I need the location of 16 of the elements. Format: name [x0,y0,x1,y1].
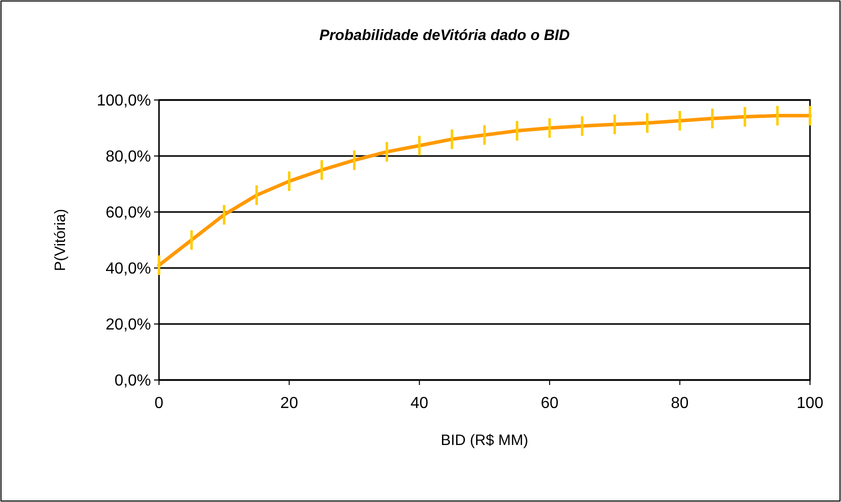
y-tick-label: 100,0% [96,92,151,110]
y-tick-label: 60,0% [106,204,151,222]
x-tick-label: 100 [796,395,824,412]
y-tick-label: 80,0% [106,148,151,166]
x-tick-label: 20 [280,395,298,412]
x-tick-label: 0 [154,395,164,412]
y-tick-label: 0,0% [114,372,151,390]
x-tick-label: 40 [410,395,428,412]
y-tick-label: 40,0% [106,260,151,278]
line-series [157,114,812,267]
y-tick-label: 20,0% [106,316,151,334]
x-tick-label: 60 [540,395,559,412]
chart-title: Probabilidade deVitória dado o BID [319,27,570,44]
x-tick-label: 80 [670,395,689,412]
y-axis-title: P(Vitória) [52,208,69,272]
x-axis-title: BID (R$ MM) [440,432,528,449]
